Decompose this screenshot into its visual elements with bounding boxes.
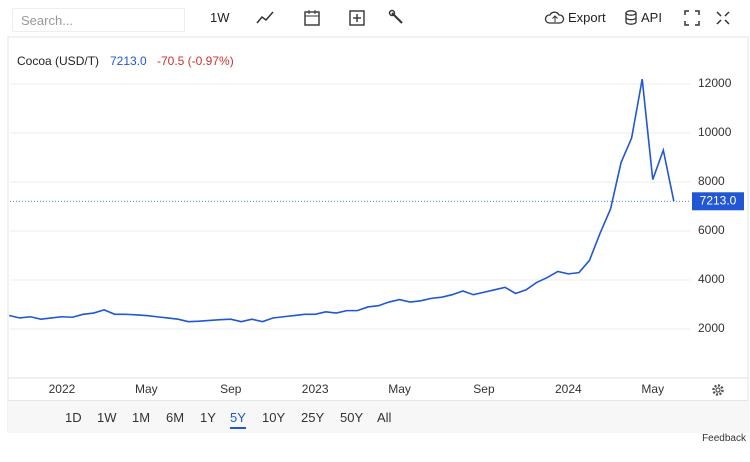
range-button[interactable]: 10Y <box>262 410 286 425</box>
range-button[interactable]: All <box>377 410 392 425</box>
x-tick-label: Sep <box>473 382 495 396</box>
close-icon[interactable] <box>714 9 732 27</box>
api-button[interactable]: API <box>641 10 662 25</box>
price-change: -70.5 (-0.97%) <box>157 54 234 68</box>
range-button[interactable]: 5Y <box>230 409 246 429</box>
range-bar: 1D 1W 1M 6M 1Y 5Y 10Y 25Y 50Y All <box>8 400 748 433</box>
y-tick-label: 8000 <box>698 174 725 188</box>
api-icon[interactable] <box>623 9 639 27</box>
range-button[interactable]: 1W <box>97 410 117 425</box>
instrument-name: Cocoa (USD/T) <box>17 54 99 68</box>
y-tick-label: 12000 <box>698 76 732 90</box>
toolbar: Search... 1W Export API <box>0 0 750 36</box>
x-tick-label: 2023 <box>302 382 329 396</box>
y-tick-label: 10000 <box>698 125 732 139</box>
y-tick-label: 4000 <box>698 272 725 286</box>
x-tick-label: Sep <box>220 382 242 396</box>
range-button[interactable]: 6M <box>166 410 185 425</box>
range-button[interactable]: 50Y <box>340 410 364 425</box>
feedback-link[interactable]: Feedback <box>702 433 746 444</box>
chart-frame <box>7 36 749 433</box>
x-tick-label: May <box>641 382 664 396</box>
settings-icon <box>712 384 724 396</box>
last-price-tag <box>692 192 744 211</box>
search-box[interactable]: Search... <box>12 8 185 32</box>
chart-type-icon[interactable] <box>255 9 275 27</box>
last-price-tag-label: 7213.0 <box>700 193 737 207</box>
x-tick-label: May <box>388 382 411 396</box>
range-button[interactable]: 1M <box>132 410 151 425</box>
range-button[interactable]: 25Y <box>301 410 325 425</box>
x-tick-label: 2024 <box>555 382 582 396</box>
tools-icon[interactable] <box>388 9 406 27</box>
y-tick-label: 2000 <box>698 321 725 335</box>
range-button[interactable]: 1Y <box>200 410 216 425</box>
compare-icon[interactable] <box>348 9 366 27</box>
fullscreen-icon[interactable] <box>683 9 701 27</box>
price-line <box>9 78 675 323</box>
calendar-icon[interactable] <box>303 9 321 27</box>
export-icon[interactable] <box>544 9 566 27</box>
x-tick-label: 2022 <box>49 382 76 396</box>
last-price: 7213.0 <box>110 54 147 68</box>
y-tick-label: 6000 <box>698 223 725 237</box>
range-button[interactable]: 1D <box>65 410 82 425</box>
x-tick-label: May <box>135 382 158 396</box>
interval-button[interactable]: 1W <box>210 10 230 25</box>
export-button[interactable]: Export <box>568 10 606 25</box>
